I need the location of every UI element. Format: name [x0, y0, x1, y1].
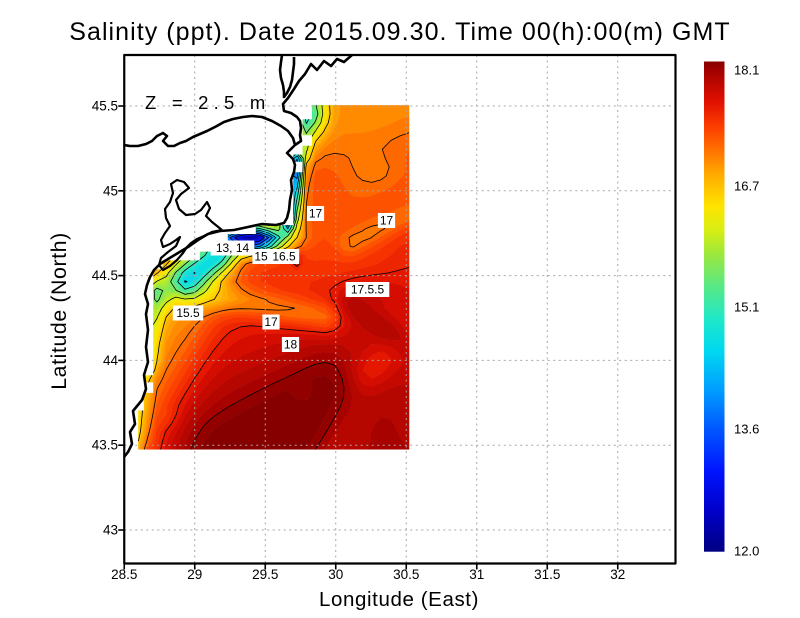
svg-text:18.1: 18.1: [734, 63, 759, 78]
svg-text:45.5: 45.5: [92, 99, 118, 114]
svg-text:28.5: 28.5: [111, 567, 137, 582]
svg-text:17: 17: [309, 207, 323, 221]
svg-text:15: 15: [254, 250, 268, 264]
svg-text:16.5: 16.5: [272, 250, 296, 264]
svg-text:29: 29: [187, 567, 202, 582]
svg-text:13, 14: 13, 14: [216, 241, 250, 255]
svg-text:16.7: 16.7: [734, 179, 759, 194]
svg-text:43.5: 43.5: [92, 438, 118, 453]
svg-text:15.1: 15.1: [734, 300, 759, 315]
svg-text:Z = 2.5 m: Z = 2.5 m: [145, 92, 270, 113]
svg-text:30: 30: [328, 567, 343, 582]
svg-text:13.6: 13.6: [734, 422, 759, 437]
svg-text:45: 45: [103, 183, 118, 198]
svg-text:17: 17: [380, 214, 394, 228]
svg-text:Salinity (ppt). Date 2015.09.3: Salinity (ppt). Date 2015.09.30. Time 00…: [69, 18, 730, 46]
svg-text:44.5: 44.5: [92, 268, 118, 283]
svg-text:Latitude (North): Latitude (North): [47, 232, 71, 390]
svg-text:15.5: 15.5: [176, 306, 200, 320]
svg-text:18: 18: [284, 338, 298, 352]
svg-text:32: 32: [610, 567, 625, 582]
svg-text:17.5.5: 17.5.5: [351, 283, 385, 297]
svg-text:30.5: 30.5: [393, 567, 419, 582]
svg-text:Longitude (East): Longitude (East): [319, 588, 479, 611]
svg-text:31: 31: [469, 567, 484, 582]
svg-text:31.5: 31.5: [534, 567, 560, 582]
svg-text:44: 44: [103, 353, 119, 368]
svg-text:12.0: 12.0: [734, 544, 759, 559]
svg-text:43: 43: [103, 523, 118, 538]
svg-text:17: 17: [264, 315, 278, 329]
svg-text:29.5: 29.5: [252, 567, 278, 582]
